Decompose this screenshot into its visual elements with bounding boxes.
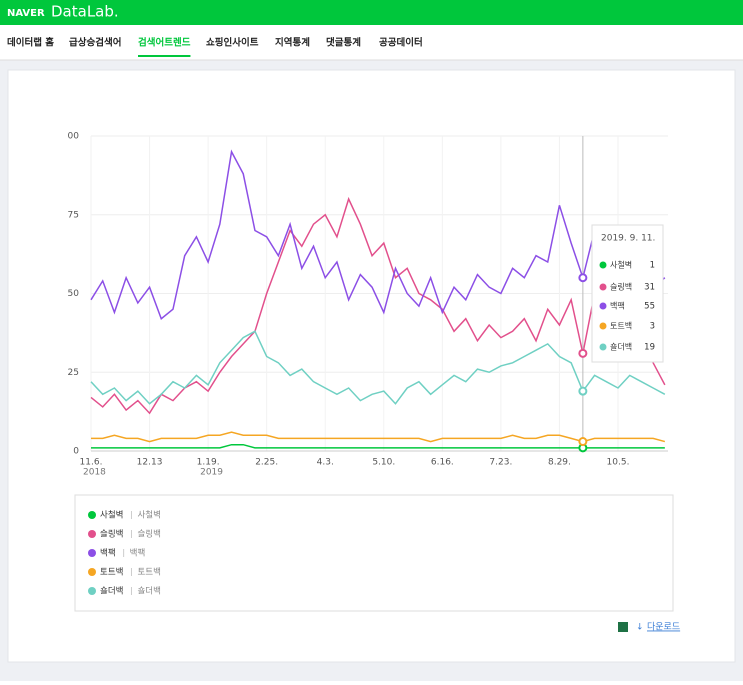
x-year-label: 2019	[200, 468, 223, 478]
legend-keyword: 백팩	[130, 548, 146, 559]
product[interactable]: DataLab.	[51, 3, 119, 21]
hover-point	[578, 386, 588, 396]
tooltip-dot	[599, 302, 607, 310]
legend-name: 사철벽	[100, 510, 123, 521]
legend-name: 숄더백	[100, 586, 123, 597]
active-underline	[138, 55, 191, 57]
y-tick-label: 50	[68, 289, 80, 299]
legend-dot	[88, 530, 96, 538]
tooltip-value: 31	[644, 283, 655, 293]
nav-tab[interactable]: 공공데이터	[379, 37, 423, 49]
series-line	[90, 330, 666, 405]
nav-tab[interactable]: 댓글통계	[326, 37, 361, 49]
legend-box	[74, 494, 674, 612]
legend-keyword: 슬링백	[137, 529, 160, 540]
tooltip-name: 숄더백	[610, 342, 632, 352]
nav-tab[interactable]: 급상승검색어	[69, 37, 121, 49]
y-tick-label: 0	[73, 447, 79, 457]
tooltip	[591, 224, 664, 363]
y-tick-label: 75	[68, 210, 79, 220]
x-tick-label: 8.29.	[548, 458, 571, 468]
x-tick-label: 5.10.	[372, 458, 395, 468]
legend-dot	[88, 511, 96, 519]
tooltip-dot	[599, 283, 607, 291]
tooltip-name: 슬링백	[610, 282, 632, 292]
tooltip-name: 토트백	[610, 321, 632, 331]
nav-tab[interactable]: 데이터랩 홈	[7, 37, 54, 49]
header-bar	[0, 0, 743, 25]
tooltip-value: 19	[644, 343, 655, 353]
x-tick-label: 1.19.	[197, 458, 220, 468]
download-arrow: ↓	[636, 623, 644, 633]
tooltip-name: 사철벽	[610, 260, 632, 270]
x-tick-label: 4.3.	[317, 458, 334, 468]
x-tick-label: 7.23.	[489, 458, 512, 468]
tooltip-dot	[599, 343, 607, 351]
x-tick-label: 10.5.	[607, 458, 630, 468]
legend-keyword: 사철벽	[137, 510, 160, 521]
legend-name: 토트백	[100, 567, 123, 578]
legend-dot	[88, 587, 96, 595]
hover-point	[578, 437, 588, 447]
legend-dot	[88, 549, 96, 557]
tooltip-value: 1	[650, 261, 655, 271]
x-tick-label: 6.16.	[431, 458, 454, 468]
tooltip-value: 3	[650, 322, 655, 332]
brand[interactable]: NAVER	[7, 8, 45, 19]
legend-keyword: 토트백	[137, 567, 160, 578]
y-tick-label: 00	[68, 132, 80, 142]
tooltip-dot	[599, 261, 607, 269]
x-year-label: 2018	[83, 468, 106, 478]
tooltip-date: 2019. 9. 11.	[601, 234, 655, 244]
y-tick-label: 25	[68, 368, 79, 378]
tooltip-value: 55	[644, 302, 655, 312]
series-line	[90, 149, 666, 320]
nav-tab[interactable]: 검색어트렌드	[138, 37, 191, 49]
nav-tab[interactable]: 지역통계	[275, 37, 310, 49]
hover-point	[578, 348, 588, 358]
x-tick-label: 11.6.	[80, 458, 103, 468]
legend-name: 슬링백	[100, 529, 123, 540]
series-line	[91, 443, 665, 449]
download-link[interactable]: 다운로드	[647, 622, 680, 633]
legend-dot	[88, 568, 96, 576]
legend-name: 백팩	[100, 548, 116, 559]
nav-bar	[0, 25, 743, 60]
tooltip-name: 백팩	[610, 301, 625, 311]
legend-keyword: 숄더백	[137, 586, 160, 597]
x-tick-label: 12.13	[137, 458, 163, 468]
tooltip-dot	[599, 322, 607, 330]
hover-point	[578, 273, 588, 283]
series-line	[91, 431, 666, 443]
excel-icon[interactable]	[618, 622, 628, 632]
x-tick-label: 2.25.	[255, 458, 278, 468]
nav-tab[interactable]: 쇼핑인사이트	[206, 37, 259, 49]
